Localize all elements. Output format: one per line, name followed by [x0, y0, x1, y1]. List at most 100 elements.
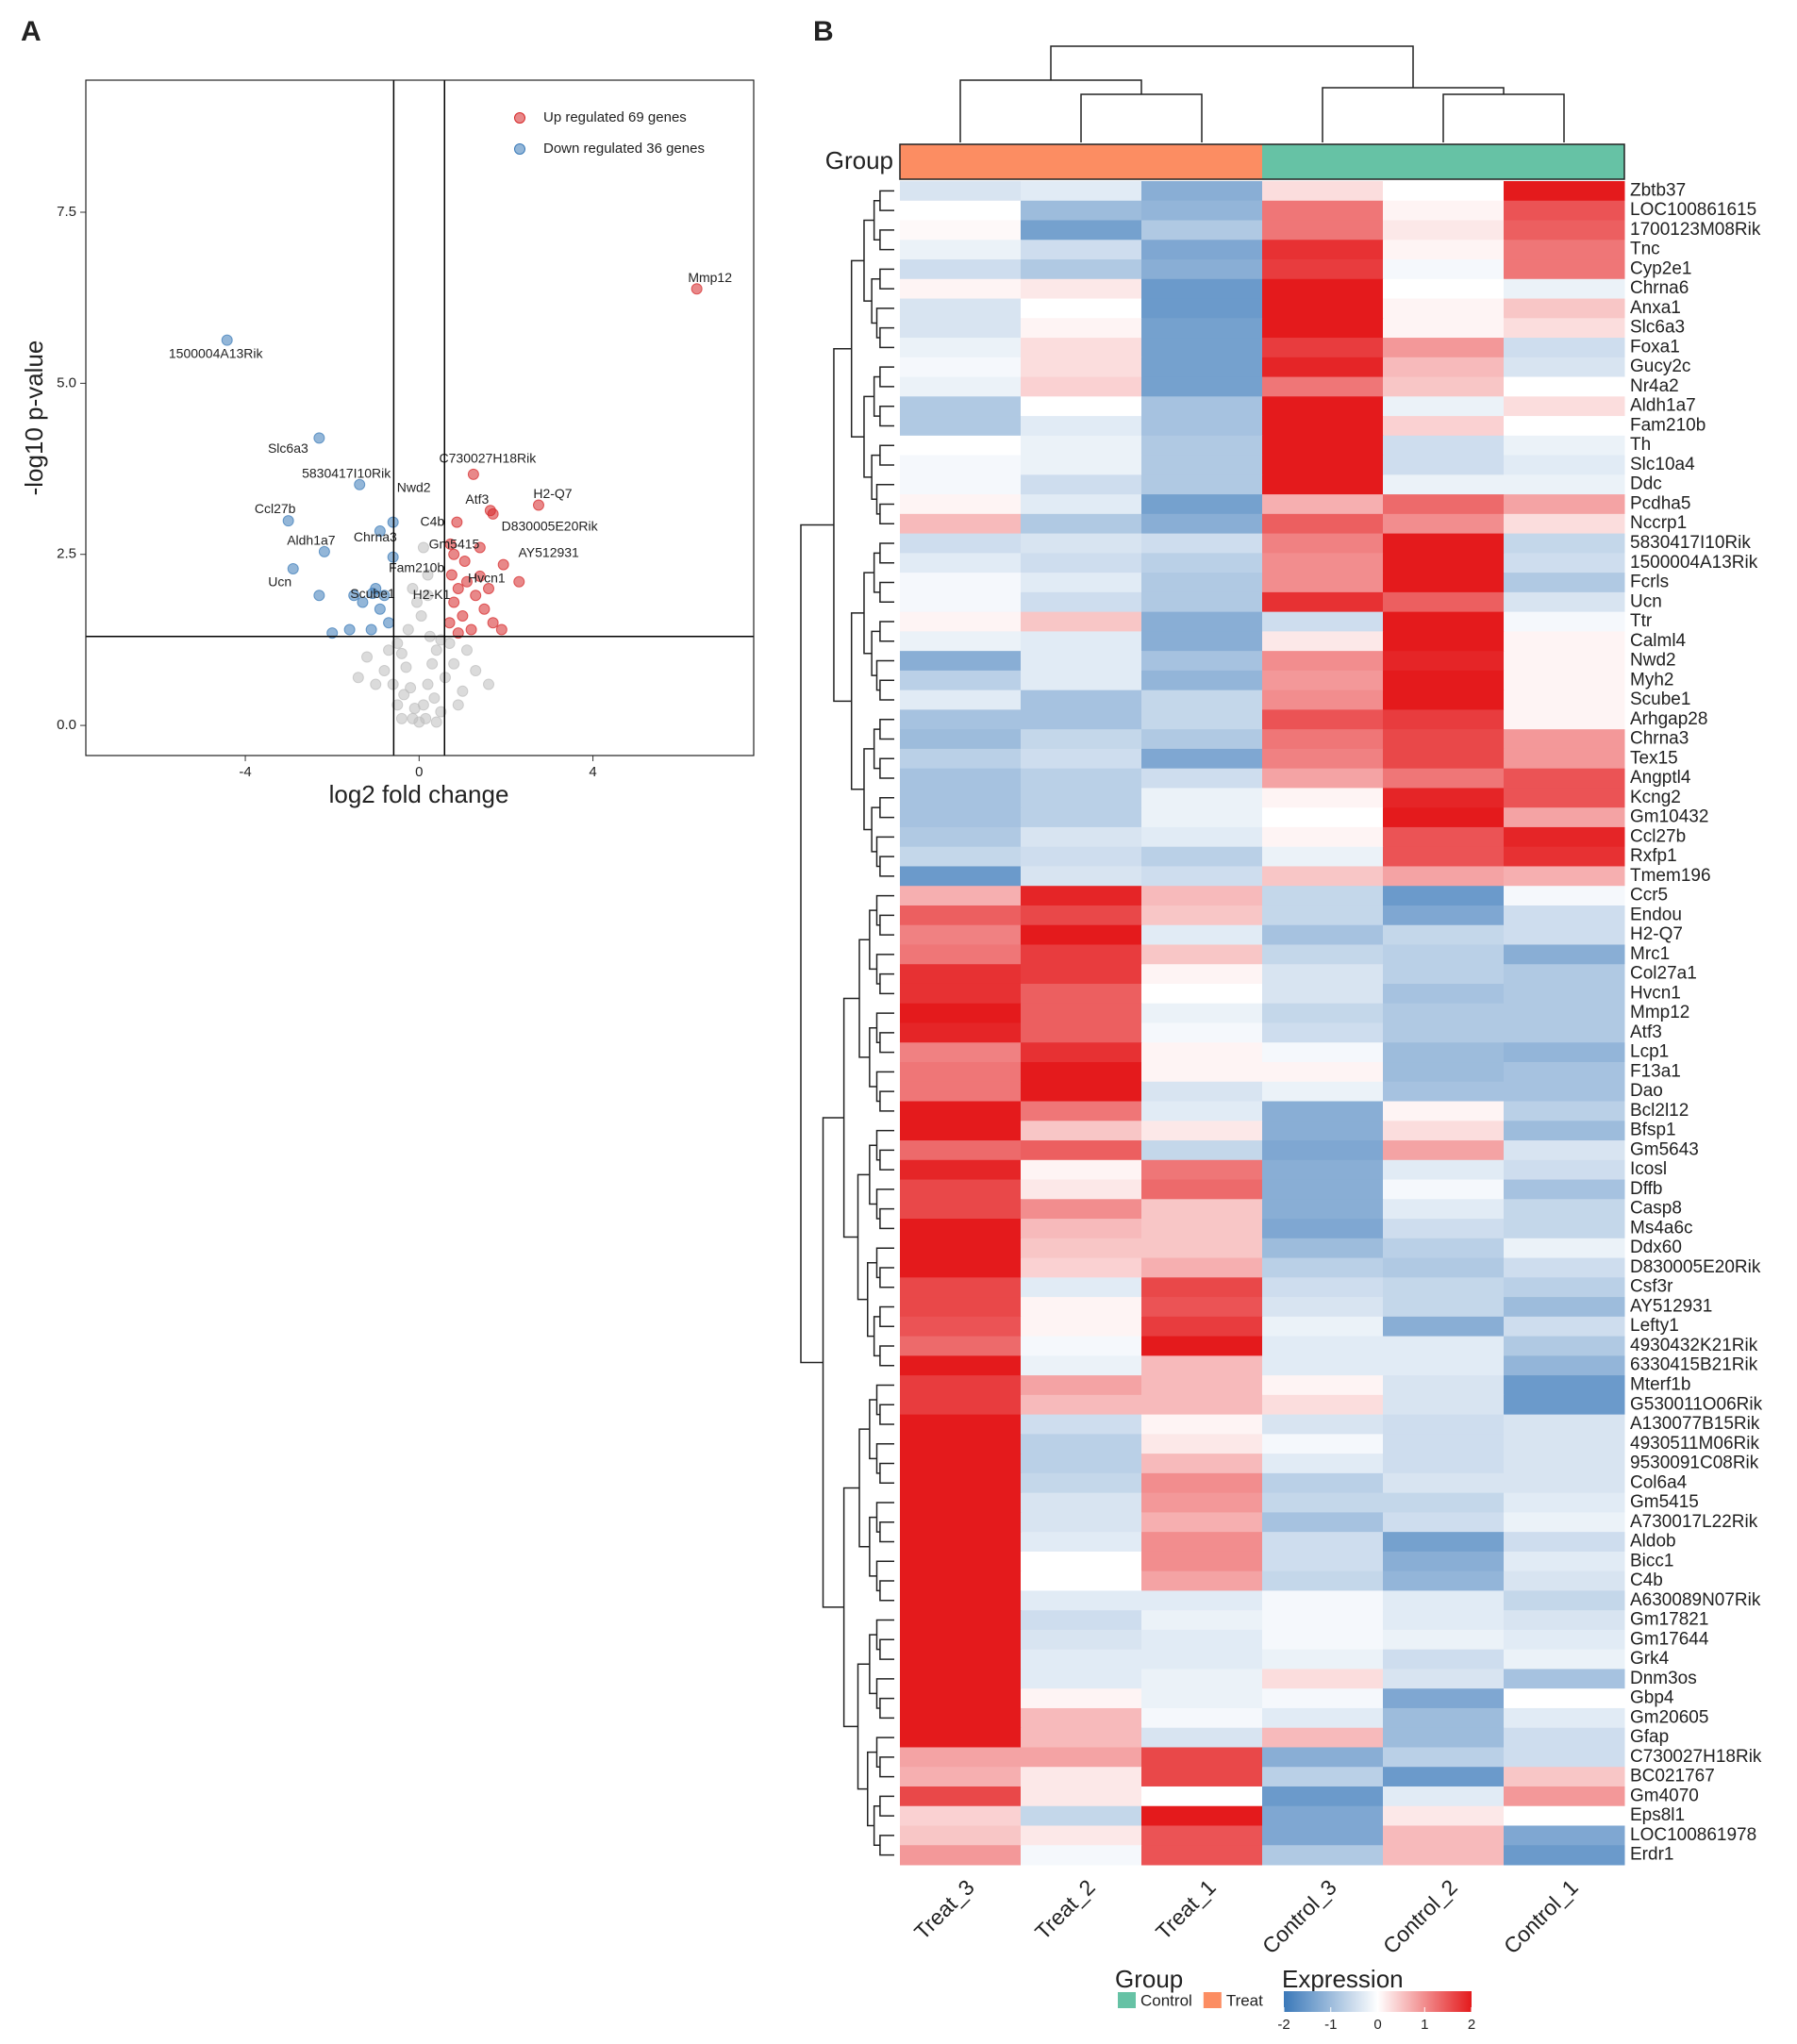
- heatmap-cell: [1504, 1688, 1625, 1709]
- heatmap-cell: [1141, 983, 1263, 1005]
- point: [443, 617, 456, 629]
- heatmap-cell: [1383, 1081, 1505, 1103]
- heatmap-cell: [1383, 1532, 1505, 1553]
- heatmap-cell: [1141, 1707, 1263, 1729]
- heatmap-cell: [1021, 1805, 1142, 1826]
- heatmap-cell: [900, 1297, 1022, 1318]
- heatmap-cell: [1383, 826, 1505, 848]
- heatmap-cell: [1021, 1472, 1142, 1494]
- heatmap-cell: [1262, 396, 1384, 417]
- heatmap-cell: [1383, 338, 1505, 358]
- point: [457, 610, 469, 623]
- heatmap-cell: [1021, 1707, 1142, 1729]
- heatmap-cell: [1262, 983, 1384, 1005]
- column-label: Control_2: [1378, 1874, 1462, 1958]
- y-tick-label: 0.0: [57, 717, 76, 733]
- heatmap-cell: [900, 240, 1022, 260]
- legend-marker: [514, 143, 525, 155]
- legend-label: Down regulated 36 genes: [543, 141, 705, 157]
- dendrogram-branch: [875, 894, 894, 926]
- heatmap-cell: [1383, 1434, 1505, 1454]
- point-label: Atf3: [465, 491, 489, 507]
- dendrogram-branch: [879, 914, 894, 936]
- heatmap-cell: [1383, 259, 1505, 280]
- row-label: Anxa1: [1630, 298, 1681, 318]
- heatmap-cell: [1504, 240, 1625, 260]
- dendrogram-branch: [879, 856, 894, 877]
- heatmap-cell: [1262, 200, 1384, 222]
- point: [495, 623, 507, 636]
- heatmap-cell: [1383, 846, 1505, 867]
- dendrogram-branch: [867, 1751, 877, 1827]
- heatmap-cell: [900, 573, 1022, 593]
- heatmap-cell: [1383, 1786, 1505, 1807]
- heatmap-cell: [1141, 1688, 1263, 1709]
- heatmap-cell: [1383, 1414, 1505, 1435]
- heatmap-cell: [1504, 1492, 1625, 1513]
- heatmap-cell: [1021, 455, 1142, 475]
- dendrogram-branch: [1080, 93, 1203, 142]
- heatmap-cell: [1021, 1062, 1142, 1083]
- row-label: Gm5415: [1630, 1492, 1699, 1512]
- point: [221, 334, 233, 346]
- point-label: Mmp12: [688, 270, 732, 285]
- heatmap-cell: [900, 748, 1022, 770]
- heatmap-cell: [1141, 944, 1263, 965]
- heatmap-cell: [900, 553, 1022, 573]
- heatmap-cell: [900, 1825, 1022, 1846]
- heatmap-cell: [1504, 1590, 1625, 1611]
- heatmap-cell: [1383, 1454, 1505, 1474]
- heatmap-cell: [1021, 1649, 1142, 1670]
- dendrogram-branch: [1050, 45, 1414, 88]
- dendrogram-branch: [879, 1404, 894, 1425]
- heatmap-cell: [900, 690, 1022, 710]
- heatmap-cell: [1141, 376, 1263, 397]
- point: [474, 570, 486, 582]
- heatmap-cell: [900, 611, 1022, 632]
- heatmap-cell: [1141, 1257, 1263, 1278]
- heatmap-cell: [1021, 1238, 1142, 1259]
- row-label: Fam210b: [1630, 415, 1705, 435]
- row-label: 1500004A13Rik: [1630, 553, 1758, 573]
- row-label: Dnm3os: [1630, 1669, 1697, 1688]
- row-label: Tmem196: [1630, 866, 1711, 886]
- heatmap-cell: [1021, 1512, 1142, 1533]
- heatmap-cell: [1021, 181, 1142, 202]
- row-label: Aldob: [1630, 1532, 1676, 1552]
- heatmap-cell: [900, 278, 1022, 300]
- point: [282, 515, 294, 527]
- row-label: Ccl27b: [1630, 826, 1686, 846]
- heatmap-cell: [1141, 396, 1263, 417]
- dendrogram-branch: [879, 757, 894, 779]
- row-label: Kcng2: [1630, 788, 1681, 807]
- heatmap-cell: [1262, 1845, 1384, 1866]
- heatmap-cell: [1141, 964, 1263, 985]
- heatmap-cell: [900, 964, 1022, 985]
- heatmap-cell: [1141, 591, 1263, 613]
- dendrogram-branch: [869, 909, 877, 971]
- heatmap-cell: [1141, 1767, 1263, 1787]
- heatmap-cell: [1021, 1257, 1142, 1278]
- heatmap-cell: [1262, 1336, 1384, 1356]
- point: [400, 661, 412, 673]
- dendrogram-branch: [879, 972, 894, 995]
- heatmap-cell: [900, 318, 1022, 339]
- heatmap-cell: [1262, 1219, 1384, 1239]
- row-label: Icosl: [1630, 1159, 1667, 1179]
- heatmap-cell: [1021, 748, 1142, 770]
- heatmap-cell: [900, 396, 1022, 417]
- heatmap-cell: [1141, 181, 1263, 202]
- heatmap-cell: [1141, 1179, 1263, 1200]
- heatmap-cell: [1141, 533, 1263, 554]
- heatmap-cell: [1262, 1179, 1384, 1200]
- dendrogram-branch: [875, 659, 894, 691]
- heatmap-cell: [1021, 278, 1142, 300]
- dendrogram-branch: [879, 503, 894, 524]
- row-label: F13a1: [1630, 1061, 1681, 1081]
- dendrogram-branch: [875, 1384, 894, 1416]
- heatmap-cell: [900, 1277, 1022, 1298]
- heatmap-cell: [1141, 788, 1263, 808]
- heatmap-cell: [1262, 298, 1384, 319]
- heatmap-cell: [900, 533, 1022, 554]
- heatmap-cell: [900, 1786, 1022, 1807]
